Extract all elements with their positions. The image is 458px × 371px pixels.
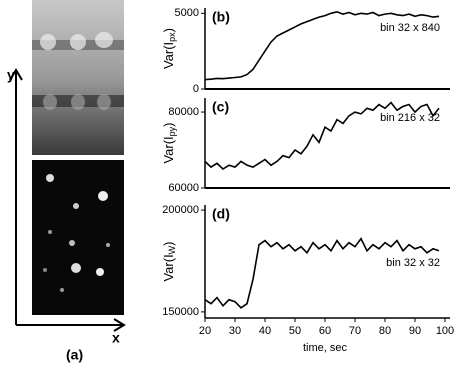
y-axis-title: Var(Ipy) bbox=[161, 122, 177, 163]
y-tick-label: 150000 bbox=[162, 306, 199, 318]
y-tick-label: 80000 bbox=[168, 106, 199, 118]
bin-annotation: bin 216 x 32 bbox=[380, 112, 440, 124]
x-tick-label: 70 bbox=[349, 325, 361, 337]
x-tick-label: 20 bbox=[199, 325, 211, 337]
data-line bbox=[204, 101, 440, 171]
y-axis-title: Var(IW) bbox=[161, 241, 177, 281]
y-tick-label: 60000 bbox=[168, 182, 199, 194]
y-axis-title-part: Var(I bbox=[161, 136, 176, 163]
panel-label: (c) bbox=[212, 99, 229, 115]
data-line bbox=[204, 10, 440, 81]
y-axis-label: y bbox=[7, 67, 15, 83]
x-tick-label: 60 bbox=[319, 325, 331, 337]
x-axis-title: time, sec bbox=[303, 342, 348, 354]
microscope-image-bottom bbox=[32, 160, 124, 315]
y-axis-title-part: Var(I bbox=[161, 42, 176, 69]
y-axis-title-part: ) bbox=[161, 28, 176, 32]
x-tick-label: 30 bbox=[229, 325, 241, 337]
x-axis-label: x bbox=[112, 330, 120, 346]
y-axis-title-part: py bbox=[167, 126, 177, 136]
y-axis-title-part: W bbox=[167, 245, 177, 254]
panel-label: (a) bbox=[66, 347, 83, 363]
x-tick-label: 50 bbox=[289, 325, 301, 337]
y-tick-label: 200000 bbox=[162, 204, 199, 216]
x-tick-label: 80 bbox=[379, 325, 391, 337]
x-tick-label: 40 bbox=[259, 325, 271, 337]
y-axis-title-part: Var(I bbox=[161, 254, 176, 281]
panel-label: (b) bbox=[212, 9, 230, 25]
bin-annotation: bin 32 x 32 bbox=[386, 257, 440, 269]
bin-annotation: bin 32 x 840 bbox=[380, 22, 440, 34]
panel-a-axes bbox=[9, 68, 126, 332]
microscope-image-top bbox=[32, 0, 124, 155]
panel-label: (d) bbox=[212, 206, 230, 222]
data-line bbox=[204, 237, 440, 309]
y-tick-label: 5000 bbox=[175, 7, 199, 19]
y-axis-title: Var(Ipx) bbox=[161, 28, 177, 69]
x-tick-label: 100 bbox=[436, 325, 454, 337]
y-axis-title-part: ) bbox=[161, 241, 176, 245]
y-tick-label: 0 bbox=[193, 83, 199, 95]
x-tick-label: 90 bbox=[409, 325, 421, 337]
y-axis-title-part: px bbox=[167, 32, 177, 42]
y-axis-title-part: ) bbox=[161, 122, 176, 126]
